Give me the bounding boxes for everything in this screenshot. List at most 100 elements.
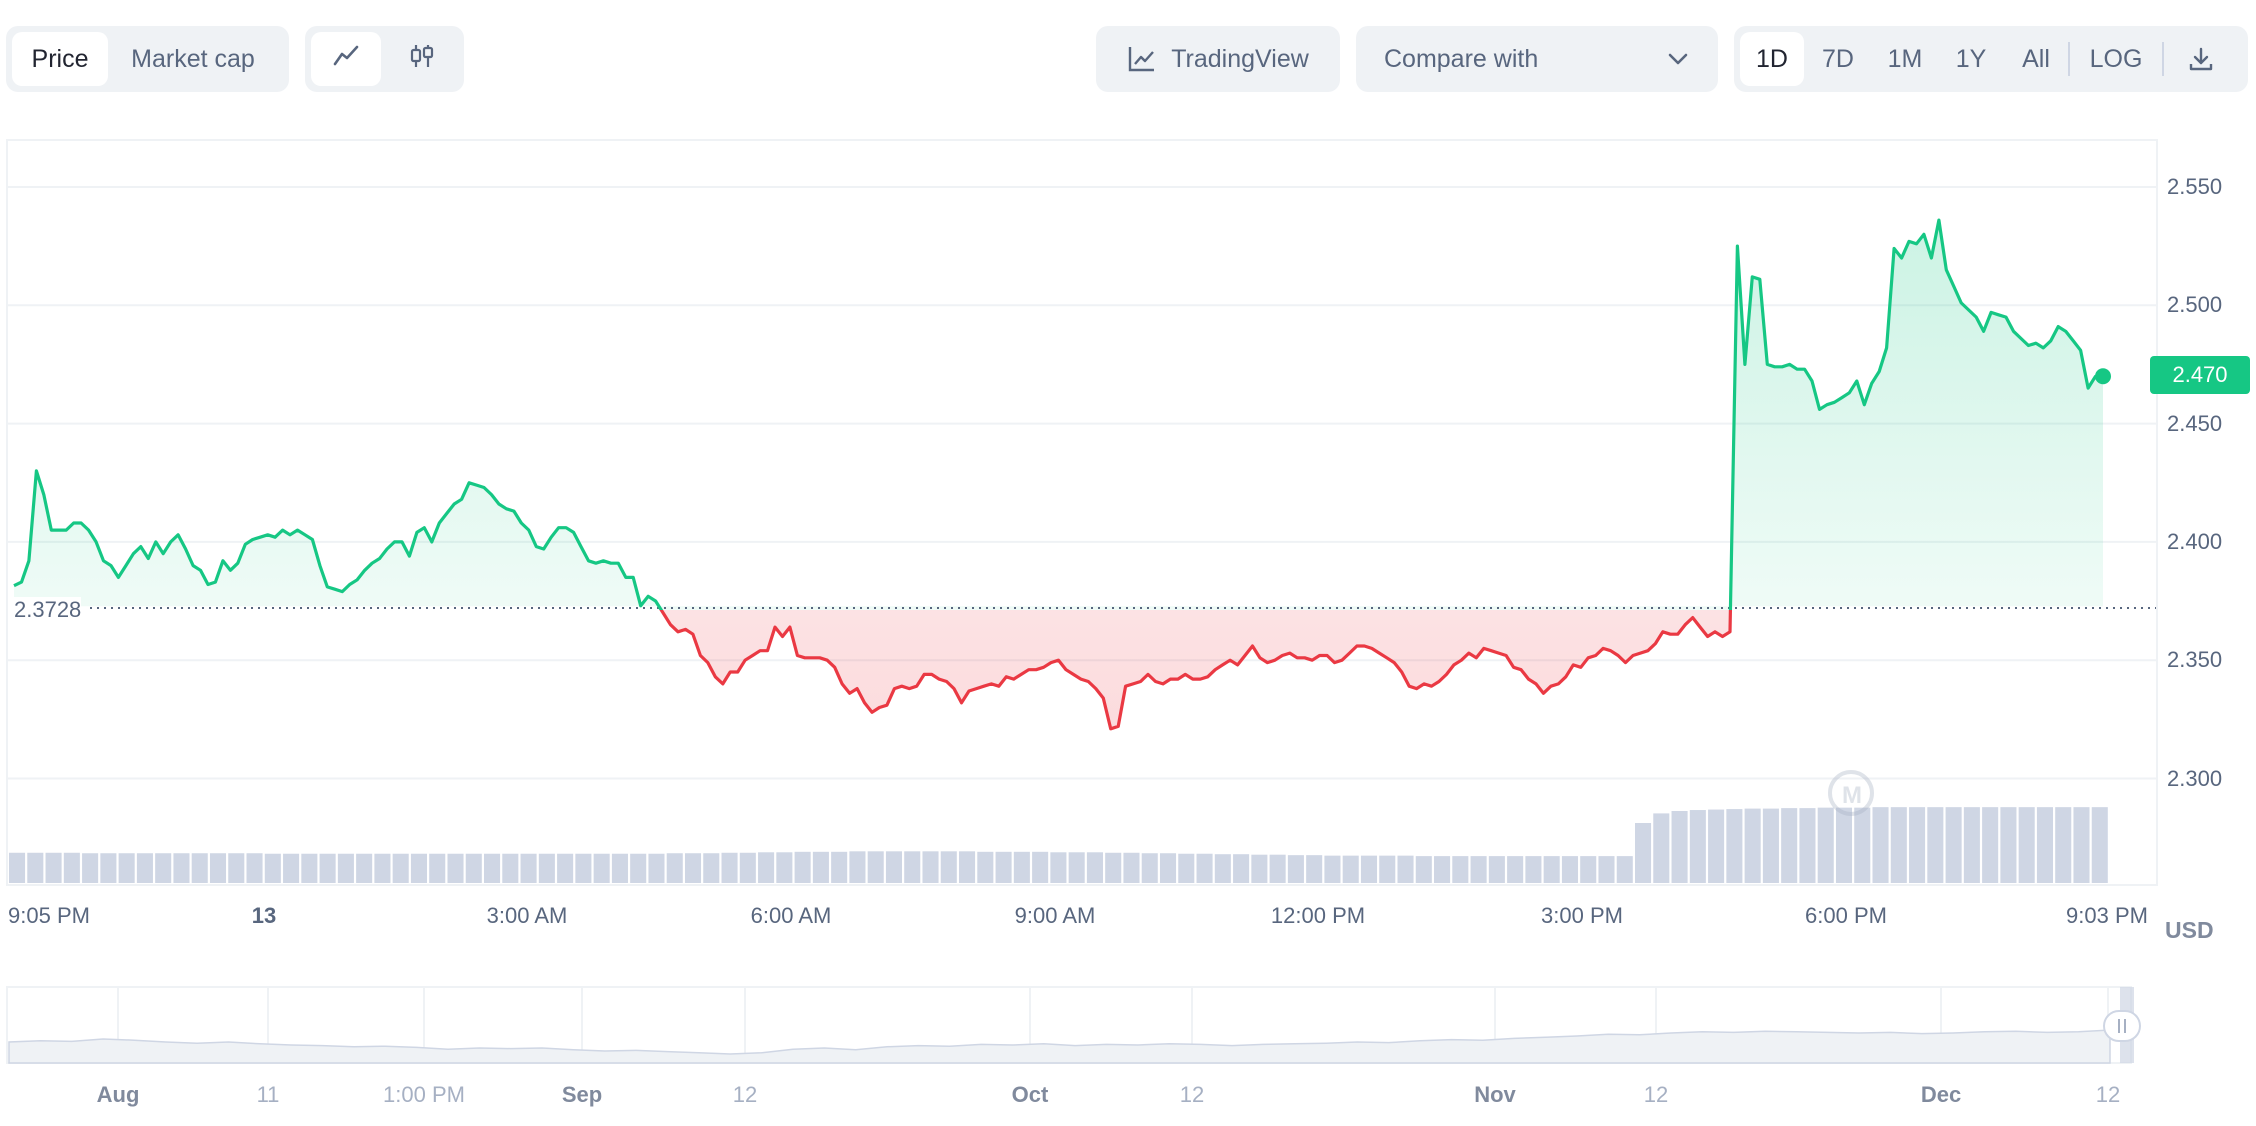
price-line-up [13,218,2103,610]
volume-bar [1287,855,1304,883]
navigator-tick-label: 12 [2095,1082,2121,1107]
volume-bar [1379,855,1396,883]
volume-bar [977,851,994,883]
plot-frame [6,139,2158,886]
volume-bar [392,853,409,883]
chart-type-group [305,26,464,92]
compare-with-label: Compare with [1384,44,1539,73]
volume-bar [1580,856,1597,883]
range-all-button[interactable]: All [2022,44,2050,73]
candlestick-chart-button[interactable] [387,32,457,86]
tradingview-button[interactable]: TradingView [1096,26,1340,92]
range-1y-button[interactable]: 1Y [1955,44,1987,73]
volume-bar [922,851,939,883]
volume-bar [995,851,1012,883]
navigator-tick-label: 12 [1179,1082,1205,1107]
volume-bar [812,851,829,883]
volume-bar [155,853,172,883]
volume-bar [374,853,391,883]
volume-bar [1452,856,1469,883]
volume-bar [319,853,336,883]
volume-bar [1835,807,1853,883]
volume-bar [45,852,62,883]
navigator-handle[interactable] [2103,1010,2141,1042]
y-tick-label: 2.400 [2167,528,2223,554]
volume-bar [301,853,318,883]
volume-bar [1233,854,1250,883]
volume-bar [2036,807,2053,883]
volume-bar [1269,854,1286,883]
volume-bar [520,853,537,883]
range-1m-button[interactable]: 1M [1887,44,1923,73]
x-tick-label: 12:00 PM [1270,903,1366,928]
volume-bar [867,851,884,883]
download-icon [2187,45,2215,73]
volume-bar [63,852,80,883]
volume-bar [1178,853,1195,883]
volume-bar [1982,807,1999,883]
volume-bar [447,853,464,883]
volume-bar [1415,856,1432,883]
coinmarketcap-watermark: M [1828,770,1874,816]
chevron-down-icon [1666,47,1690,71]
current-price-text: 2.470 [2172,362,2228,387]
market-cap-tab[interactable]: Market cap [131,44,255,73]
current-price-dot [2095,368,2111,385]
toolbar-divider [2162,42,2164,76]
download-button[interactable] [2164,32,2238,86]
volume-bar [940,851,957,883]
price-chart[interactable]: M [0,138,2256,898]
volume-bar [100,853,117,883]
volume-bars [9,807,2108,883]
volume-bar [1360,855,1378,883]
volume-bar [1214,854,1231,883]
volume-bar [356,853,373,883]
volume-bar [1781,808,1798,883]
volume-bar [1013,851,1030,883]
volume-bar [1854,807,1871,883]
log-scale-button[interactable]: LOG [2089,44,2143,73]
volume-bar [1068,852,1085,883]
volume-bar [1708,809,1725,883]
volume-bar [849,851,866,883]
volume-bar [575,853,592,883]
x-tick-label: 9:05 PM [8,903,90,928]
volume-bar [410,853,427,883]
volume-bar [1726,809,1743,883]
volume-bar [557,853,574,883]
tradingview-label: TradingView [1171,44,1309,73]
volume-bar [666,853,683,883]
volume-bar [703,853,720,883]
range-navigator[interactable] [0,985,2256,1065]
volume-bar [484,853,501,883]
navigator-tick-label: 1:00 PM [383,1082,465,1107]
volume-bar [1105,852,1122,883]
x-tick-label: 3:00 PM [1541,903,1623,928]
volume-bar [959,851,976,883]
line-chart-button[interactable] [311,32,381,86]
area-below-baseline [661,610,1731,729]
compare-with-dropdown[interactable]: Compare with [1356,26,1718,92]
volume-bar [1123,852,1140,883]
volume-bar [1963,807,1980,883]
volume-bar [1762,808,1779,883]
x-tick-label: 9:00 AM [1014,903,1096,928]
price-tab[interactable]: Price [12,32,108,86]
volume-bar [228,853,245,883]
y-tick-label: 2.300 [2167,765,2223,791]
volume-bar [429,853,446,883]
volume-bar [2073,807,2090,883]
navigator-area [8,1029,2111,1064]
range-1d-button[interactable]: 1D [1740,32,1804,86]
volume-bar [739,852,756,883]
volume-bar [1653,813,1670,883]
volume-bar [1488,856,1505,883]
navigator-tick-label: Sep [561,1082,603,1107]
navigator-tick-label: 12 [1643,1082,1669,1107]
x-tick-label: 9:03 PM [2066,903,2148,928]
range-7d-button[interactable]: 7D [1822,44,1854,73]
volume-bar [2055,807,2072,883]
volume-bar [1799,808,1816,883]
volume-bar [794,851,811,883]
volume-bar [136,853,153,883]
